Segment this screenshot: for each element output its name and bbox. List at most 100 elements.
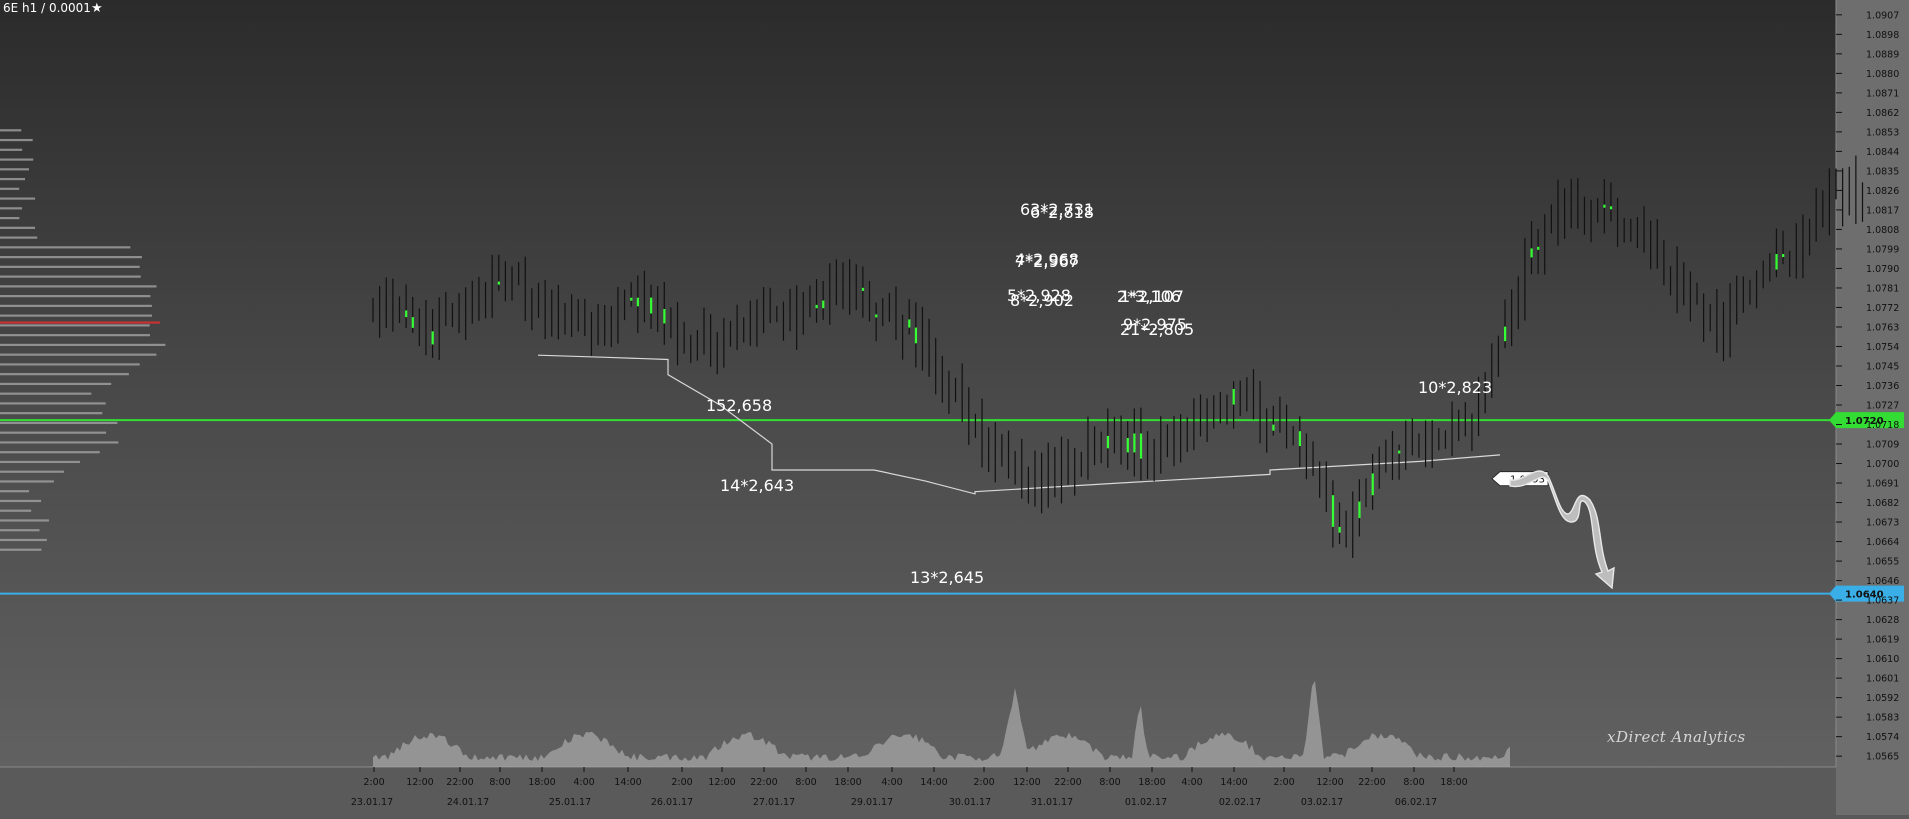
profile-bar xyxy=(0,168,29,171)
time-tick-label: 18:00 xyxy=(1440,777,1467,788)
time-tick-label: 22:00 xyxy=(446,777,473,788)
time-tick-label: 12:00 xyxy=(1013,777,1040,788)
price-bar-highlight xyxy=(1139,433,1143,459)
time-tick-label: 2:00 xyxy=(973,777,994,788)
time-tick-label: 12:00 xyxy=(1316,777,1343,788)
price-bar-highlight xyxy=(822,300,825,309)
price-bar-highlight xyxy=(1782,254,1785,258)
price-axis[interactable]: 1.0907 1.0898 1.0889 1.0880 1.0871 1.0862 1.08… xyxy=(1836,10,1899,763)
profile-bar xyxy=(0,490,30,493)
price-bar-highlight xyxy=(1398,450,1401,454)
profile-bar xyxy=(0,226,36,229)
price-tick-label: 1.0655 xyxy=(1866,557,1899,568)
profile-bar xyxy=(0,295,151,298)
target-price-label: 1.0640 xyxy=(1845,590,1884,601)
price-bars xyxy=(372,155,1864,559)
price-bar-highlight xyxy=(636,297,639,307)
symbol-label: 6E h1 / 0.0001 xyxy=(3,1,91,15)
time-tick-label: 4:00 xyxy=(573,777,594,788)
volume-annotation: 4*2,968 xyxy=(1015,250,1079,269)
profile-bar xyxy=(0,236,38,239)
time-tick-label: 18:00 xyxy=(834,777,861,788)
volume-annotation: 21*2,805 xyxy=(1120,320,1194,339)
profile-bar xyxy=(0,538,47,542)
date-tick-label: 02.02.17 xyxy=(1219,797,1261,808)
volume-annotation: 6*2,818 xyxy=(1030,203,1094,222)
date-tick-label: 25.01.17 xyxy=(549,797,591,808)
volume-annotation: 10*2,823 xyxy=(1418,378,1492,397)
profile-bar xyxy=(0,314,152,317)
date-tick-label: 30.01.17 xyxy=(949,797,991,808)
price-tick-label: 1.0862 xyxy=(1866,108,1899,119)
price-bar-highlight xyxy=(875,314,878,318)
price-bar-highlight xyxy=(1133,433,1136,453)
price-bar-highlight xyxy=(1537,246,1540,250)
target-price-tag[interactable] xyxy=(1829,585,1904,602)
date-tick-label: 23.01.17 xyxy=(351,797,393,808)
time-tick-label: 4:00 xyxy=(881,777,902,788)
profile-bar xyxy=(0,412,103,415)
time-axis[interactable]: 2:00 12:00 22:00 8:00 18:00 4:00 14:00 2:00 12:0… xyxy=(351,767,1468,808)
price-tick-label: 1.0754 xyxy=(1866,342,1899,353)
price-bar-highlight xyxy=(861,287,865,291)
volume-annotation: 13*2,645 xyxy=(910,568,984,587)
price-tick-label: 1.0898 xyxy=(1866,30,1899,41)
profile-bar xyxy=(0,480,54,483)
volume-annotation: 7*2,967 xyxy=(1015,252,1079,271)
price-tick-label: 1.0799 xyxy=(1866,244,1899,255)
vwap-lines xyxy=(537,354,1501,495)
date-tick-label: 29.01.17 xyxy=(851,797,893,808)
volume-annotation: 9*2,975 xyxy=(1123,315,1187,334)
price-bar-highlight xyxy=(1775,254,1778,270)
price-tick-label: 1.0565 xyxy=(1866,752,1899,763)
price-tick-label: 1.0646 xyxy=(1866,576,1899,587)
price-bar-highlight xyxy=(1331,495,1335,527)
price-tick-label: 1.0628 xyxy=(1866,615,1899,626)
profile-bar xyxy=(0,392,92,395)
time-tick-label: 14:00 xyxy=(1220,777,1247,788)
price-bar-highlight xyxy=(908,319,911,328)
profile-bar xyxy=(0,382,112,386)
date-tick-label: 26.01.17 xyxy=(651,797,693,808)
price-levels[interactable]: 1.0720 1.0640 xyxy=(0,412,1904,602)
price-tick-label: 1.0907 xyxy=(1866,10,1899,21)
forecast-arrow-icon xyxy=(1509,470,1615,590)
price-tick-label: 1.0592 xyxy=(1866,693,1899,704)
profile-bar xyxy=(0,343,166,346)
time-tick-label: 12:00 xyxy=(708,777,735,788)
price-tick-label: 1.0772 xyxy=(1866,303,1899,314)
volume-annotation: 1*2,107 xyxy=(1120,287,1184,306)
price-bar-highlight xyxy=(815,304,818,309)
price-bar-highlight xyxy=(1106,435,1110,449)
profile-bar xyxy=(0,363,140,366)
price-bar-highlight xyxy=(1298,431,1301,447)
chart-title: 6E h1 / 0.0001★ xyxy=(3,1,103,16)
price-bar-highlight xyxy=(411,317,414,328)
star-icon[interactable]: ★ xyxy=(90,1,103,16)
profile-bar xyxy=(0,460,81,464)
support-price-tag[interactable] xyxy=(1829,412,1904,429)
price-tick-label: 1.0682 xyxy=(1866,498,1899,509)
price-tick-label: 1.0835 xyxy=(1866,166,1899,177)
price-tick-label: 1.0808 xyxy=(1866,225,1899,236)
profile-bar xyxy=(0,529,40,532)
price-tick-label: 1.0871 xyxy=(1866,88,1899,99)
price-tick-label: 1.0601 xyxy=(1866,674,1899,685)
profile-bar xyxy=(0,197,36,200)
date-tick-label: 03.02.17 xyxy=(1301,797,1343,808)
price-tick-label: 1.0745 xyxy=(1866,361,1899,372)
support-price-label: 1.0720 xyxy=(1845,416,1884,427)
price-tick-label: 1.0637 xyxy=(1866,596,1899,607)
profile-bar xyxy=(0,158,34,161)
price-bar-highlight xyxy=(663,309,666,324)
profile-bar xyxy=(0,353,157,356)
profile-bar xyxy=(0,519,49,522)
profile-bar xyxy=(0,334,150,337)
profile-bar xyxy=(0,421,118,425)
price-bar-highlight xyxy=(431,331,434,345)
profile-bar xyxy=(0,499,42,503)
time-tick-label: 22:00 xyxy=(750,777,777,788)
price-bar-highlight xyxy=(1358,501,1361,519)
